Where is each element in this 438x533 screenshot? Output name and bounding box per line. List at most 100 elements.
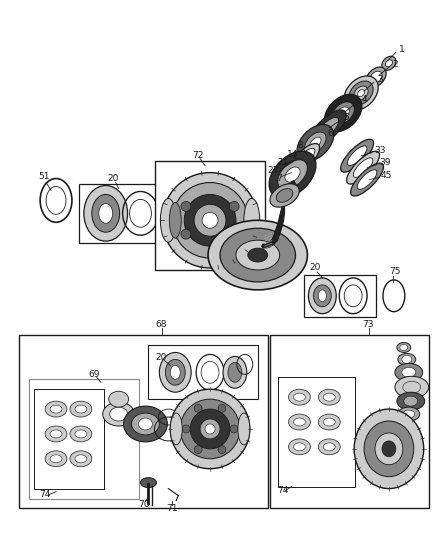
Ellipse shape: [375, 433, 403, 465]
Ellipse shape: [194, 405, 202, 413]
Ellipse shape: [314, 285, 331, 307]
Ellipse shape: [160, 198, 176, 242]
Text: 45: 45: [381, 171, 392, 180]
Ellipse shape: [238, 413, 250, 445]
Ellipse shape: [103, 402, 134, 426]
Ellipse shape: [244, 198, 260, 242]
Ellipse shape: [289, 389, 311, 405]
Text: 72: 72: [192, 151, 204, 160]
Text: 8: 8: [297, 141, 303, 150]
Ellipse shape: [180, 399, 240, 459]
Text: 71: 71: [166, 504, 178, 513]
Ellipse shape: [75, 455, 87, 463]
Ellipse shape: [285, 167, 300, 182]
Ellipse shape: [248, 248, 268, 262]
Ellipse shape: [228, 362, 242, 382]
Ellipse shape: [323, 443, 335, 451]
Text: 73: 73: [362, 320, 374, 329]
Ellipse shape: [99, 204, 113, 223]
Bar: [270, 335, 429, 508]
Text: 6: 6: [327, 130, 333, 139]
Ellipse shape: [110, 407, 127, 421]
Bar: [304, 275, 376, 317]
Ellipse shape: [398, 353, 416, 365]
Ellipse shape: [347, 146, 367, 165]
Ellipse shape: [364, 421, 414, 477]
Ellipse shape: [184, 195, 236, 246]
Ellipse shape: [45, 401, 67, 417]
Text: 68: 68: [155, 320, 167, 329]
Text: 21: 21: [278, 158, 289, 167]
Bar: [278, 377, 355, 487]
Ellipse shape: [138, 418, 152, 430]
Ellipse shape: [70, 426, 92, 442]
Ellipse shape: [294, 148, 315, 169]
Bar: [29, 379, 138, 498]
Text: 20: 20: [155, 353, 167, 362]
Ellipse shape: [382, 441, 396, 457]
Polygon shape: [262, 181, 297, 248]
Ellipse shape: [402, 356, 412, 364]
Ellipse shape: [50, 455, 62, 463]
Ellipse shape: [293, 418, 305, 426]
Ellipse shape: [172, 182, 248, 258]
Text: 20: 20: [108, 174, 119, 183]
Ellipse shape: [341, 139, 374, 172]
Ellipse shape: [50, 405, 62, 413]
Ellipse shape: [349, 81, 373, 105]
Ellipse shape: [70, 451, 92, 467]
Ellipse shape: [357, 90, 364, 96]
Ellipse shape: [350, 163, 384, 196]
Ellipse shape: [318, 290, 326, 302]
Text: 3: 3: [377, 75, 383, 84]
Bar: [79, 183, 160, 243]
Ellipse shape: [194, 204, 226, 236]
Ellipse shape: [131, 413, 159, 435]
Ellipse shape: [141, 478, 156, 488]
Ellipse shape: [218, 405, 226, 413]
Ellipse shape: [170, 203, 181, 238]
Ellipse shape: [318, 414, 340, 430]
Ellipse shape: [323, 418, 335, 426]
Ellipse shape: [297, 125, 334, 161]
Ellipse shape: [165, 359, 185, 385]
Ellipse shape: [357, 170, 377, 189]
Ellipse shape: [293, 443, 305, 451]
Ellipse shape: [218, 446, 226, 454]
Ellipse shape: [325, 94, 362, 132]
Ellipse shape: [402, 367, 416, 377]
Ellipse shape: [181, 201, 191, 212]
Ellipse shape: [45, 451, 67, 467]
Ellipse shape: [400, 344, 408, 351]
Ellipse shape: [310, 137, 321, 149]
Text: 5: 5: [343, 114, 349, 123]
Ellipse shape: [270, 184, 299, 207]
Ellipse shape: [124, 406, 167, 442]
Ellipse shape: [308, 278, 336, 314]
Bar: [34, 389, 104, 489]
Ellipse shape: [290, 143, 320, 174]
Text: 74: 74: [39, 490, 50, 499]
Ellipse shape: [45, 426, 67, 442]
Ellipse shape: [305, 132, 326, 154]
Bar: [155, 160, 265, 270]
Ellipse shape: [332, 102, 354, 124]
Ellipse shape: [220, 228, 296, 282]
Ellipse shape: [208, 220, 307, 290]
Ellipse shape: [353, 158, 373, 177]
Ellipse shape: [223, 357, 247, 388]
Text: 14: 14: [286, 150, 298, 159]
Text: 2: 2: [392, 60, 398, 69]
Ellipse shape: [399, 421, 415, 431]
Ellipse shape: [84, 185, 127, 241]
Text: 75: 75: [389, 268, 400, 277]
Text: 74: 74: [278, 486, 289, 495]
Ellipse shape: [202, 212, 218, 228]
Ellipse shape: [323, 393, 335, 401]
Ellipse shape: [205, 424, 215, 434]
Ellipse shape: [395, 364, 423, 381]
Bar: [19, 335, 268, 508]
Ellipse shape: [50, 430, 62, 438]
Ellipse shape: [170, 365, 180, 379]
Ellipse shape: [159, 352, 191, 392]
